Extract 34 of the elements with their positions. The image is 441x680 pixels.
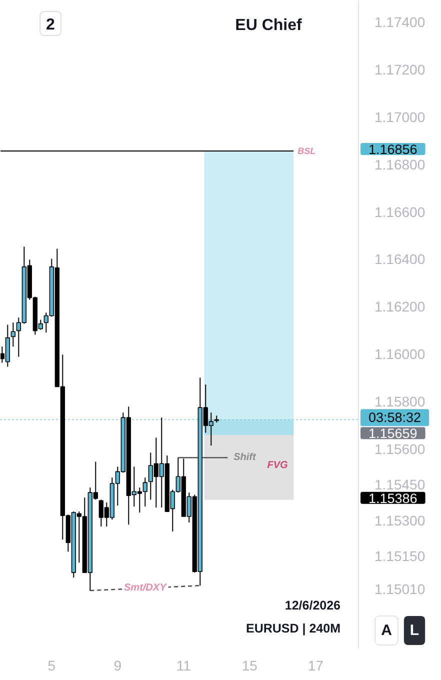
y-tick-label: 1.17400	[374, 14, 426, 30]
x-tick-label: 5	[48, 658, 56, 674]
candlestick	[10, 322, 16, 348]
y-tick-label: 1.15450	[374, 476, 426, 493]
annotation: 2	[46, 16, 56, 34]
series-label: Smt/DXY	[124, 582, 168, 594]
annotation: FVG	[267, 460, 288, 471]
y-tick-label: 1.16200	[374, 298, 426, 315]
y-tick-label: 1.16600	[374, 204, 426, 220]
y-tick-label: 1.16800	[374, 156, 426, 172]
text: 1.15659	[368, 426, 418, 442]
y-tick-label: 1.16000	[374, 346, 426, 362]
x-tick-label: 9	[114, 658, 122, 674]
y-tick-label: 1.15800	[374, 394, 426, 410]
annotation: 12/6/2026	[284, 598, 341, 612]
text: 03:58:32	[368, 410, 422, 426]
y-tick-label: 1.15300	[374, 512, 426, 528]
y-tick-label: 1.15010	[374, 581, 426, 598]
x-tick-label: 11	[176, 658, 192, 674]
x-tick-label: 17	[308, 658, 324, 674]
y-tick-label: 1.17200	[374, 61, 426, 78]
series-label: Shift	[234, 452, 257, 464]
y-tick-label: 1.16400	[374, 251, 426, 268]
text: A	[381, 622, 392, 639]
text: EU Chief	[235, 17, 303, 34]
annotation: EURUSD | 240M	[246, 622, 341, 636]
x-tick-label: 15	[242, 658, 258, 674]
ref-line-label: BSL	[298, 146, 316, 156]
text: 1.16856	[368, 142, 418, 157]
text: 1.15386	[368, 490, 418, 506]
text: L	[410, 622, 420, 639]
y-tick-label: 1.15600	[374, 441, 426, 458]
y-tick-label: 1.15150	[374, 548, 426, 564]
y-tick-label: 1.17000	[374, 108, 426, 125]
